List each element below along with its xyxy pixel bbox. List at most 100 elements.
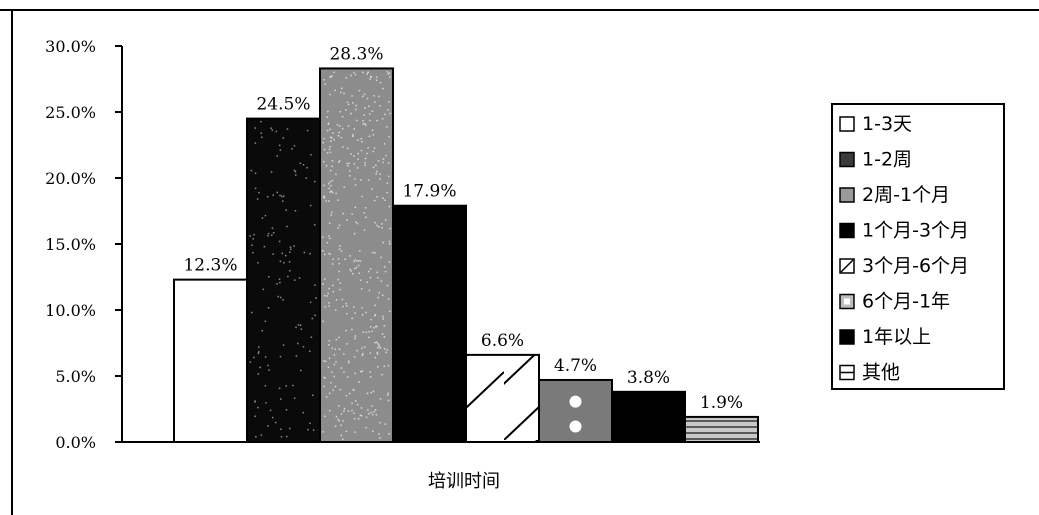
bar-texture-dot: [354, 312, 356, 314]
bar-texture-dot: [362, 352, 364, 355]
bar-texture-dot: [388, 72, 391, 74]
bar-texture-dot: [250, 169, 253, 172]
bar-texture-dot: [322, 249, 324, 252]
bar-texture-dot: [371, 188, 373, 190]
bar-texture-dot: [249, 361, 252, 363]
bar-texture-dot: [266, 195, 269, 198]
bar-texture-dot: [329, 151, 332, 154]
bar-texture-dot: [387, 392, 389, 395]
bar-texture-dot: [328, 182, 330, 185]
bar-texture-dot: [345, 329, 347, 332]
bar-texture-dot: [339, 91, 342, 94]
bar-texture-dot: [357, 139, 359, 141]
bar-texture-dot: [369, 371, 371, 373]
bar-texture-dot: [377, 226, 380, 228]
bar-texture-dot: [254, 401, 256, 403]
bar-texture-dot: [383, 143, 386, 145]
bar-texture-dot: [347, 360, 350, 362]
bar-texture-dot: [295, 174, 297, 176]
legend-box: [831, 103, 1005, 390]
bar-texture-dot: [359, 414, 362, 417]
bar-texture-dot: [327, 110, 329, 113]
bar-texture-dot: [323, 195, 325, 198]
bar-texture-dot: [277, 295, 280, 298]
bar-texture-dot: [387, 109, 389, 111]
bar-texture-dot: [295, 355, 298, 357]
bar-texture-dot: [381, 294, 384, 296]
bar-texture-dot: [361, 370, 364, 372]
bar: [392, 204, 467, 443]
bar-texture-dot: [345, 109, 347, 111]
bar-texture-dot: [372, 251, 374, 254]
bar-texture-dot: [323, 253, 326, 256]
bar-texture-dot: [281, 200, 284, 202]
bar-texture-dot: [271, 234, 273, 236]
bar-texture-dot: [368, 412, 370, 415]
bar-texture-dot: [367, 270, 370, 273]
bar-value-label: 17.9%: [402, 182, 456, 202]
bar-texture-dot: [288, 261, 291, 263]
bar-texture-dot: [309, 350, 311, 352]
bar-texture-dot: [363, 114, 366, 116]
bar-texture-dot: [325, 165, 328, 167]
bar-texture-dot: [254, 187, 257, 190]
bar-texture-dot: [330, 214, 332, 216]
bar-texture-dot: [351, 95, 353, 97]
bar-rect: [392, 204, 467, 443]
bar-texture-dot: [377, 296, 379, 299]
bar-texture-dot: [376, 271, 378, 274]
bar-texture-dot: [382, 315, 384, 318]
bar-texture-dot: [257, 352, 260, 355]
bar-texture-dot: [265, 402, 267, 404]
bar-texture-dot: [346, 162, 348, 165]
bar-texture-dot: [340, 136, 343, 139]
bar-value-label: 4.7%: [554, 356, 597, 376]
bar-texture-dot: [312, 429, 315, 431]
bar-texture-dot: [378, 433, 380, 435]
bar-rect: [538, 378, 613, 443]
bar-value-label: 28.3%: [329, 44, 383, 64]
bar-texture-dot: [387, 399, 390, 402]
bar-texture-dot: [333, 375, 335, 378]
bar-texture-dot: [322, 320, 324, 323]
legend-label: 1年以上: [862, 326, 931, 348]
bar-texture-dot: [329, 93, 331, 96]
bar-texture-dot: [342, 146, 344, 148]
bar-texture-dot: [328, 392, 331, 394]
bar-texture-dot: [355, 221, 357, 224]
bar-texture-dot: [331, 263, 334, 265]
bar-texture-dot: [307, 428, 309, 431]
legend-label: 1-2周: [862, 149, 912, 171]
bar-texture-dot: [353, 356, 356, 358]
bar-texture-dot: [375, 413, 378, 416]
bar-texture-dot: [309, 204, 312, 207]
bar-texture-dot: [347, 103, 350, 106]
bar-texture-dot: [376, 366, 379, 368]
bar-texture-dot: [382, 87, 384, 90]
bar-texture-dot: [374, 101, 376, 103]
bar-texture-dot: [354, 259, 356, 261]
bar-texture-dot: [353, 306, 355, 308]
bar-texture-dot: [374, 314, 376, 317]
bar-texture-dot: [384, 270, 387, 273]
bar-texture-dot: [326, 116, 329, 119]
bar-texture-dot: [341, 127, 344, 130]
bar-texture-dot: [329, 76, 331, 78]
bar-texture-dot: [386, 71, 389, 73]
bar-texture-dot: [297, 342, 299, 345]
bar-texture-dot: [338, 125, 341, 127]
bar-texture-dot: [351, 328, 353, 331]
bar-texture-dot: [366, 97, 369, 100]
bar-texture-dot: [372, 430, 374, 432]
bar-texture-dot: [383, 336, 386, 338]
bar-texture-dot: [367, 179, 370, 181]
bar-texture-dot: [329, 146, 331, 148]
bar-texture-dot: [375, 164, 377, 167]
bar-texture-dot: [256, 198, 259, 200]
bar-texture-dot: [353, 128, 355, 130]
bar-texture-dot: [326, 396, 328, 398]
bar-texture-dot: [353, 417, 356, 420]
bar-texture-dot: [386, 349, 389, 351]
bar-texture-dot: [356, 119, 358, 122]
